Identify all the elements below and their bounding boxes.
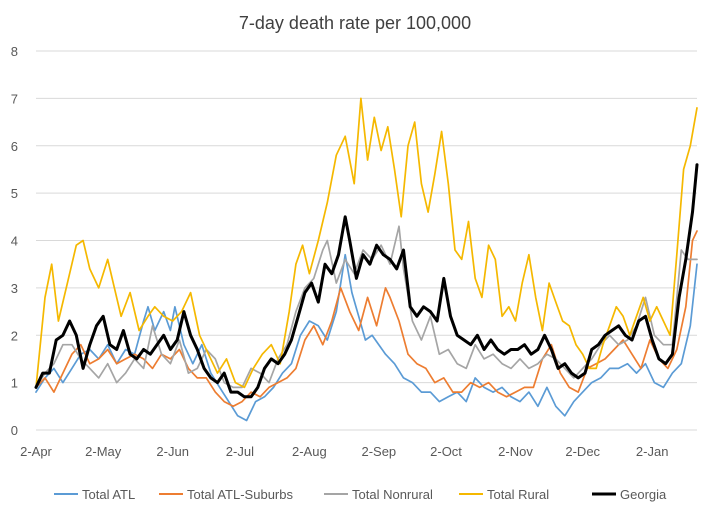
- x-tick-label: 2-Sep: [361, 444, 396, 459]
- series-lines: [34, 97, 699, 422]
- y-tick-label: 8: [11, 44, 18, 59]
- x-tick-label: 2-Dec: [565, 444, 600, 459]
- series-line-total-rural: [35, 97, 698, 389]
- x-tick-label: 2-Jun: [156, 444, 189, 459]
- legend-label-georgia: Georgia: [620, 487, 667, 502]
- y-tick-label: 4: [11, 234, 18, 249]
- legend-label-total-rural: Total Rural: [487, 487, 549, 502]
- chart-title: 7-day death rate per 100,000: [239, 13, 471, 33]
- y-tick-label: 7: [11, 91, 18, 106]
- y-tick-label: 1: [11, 376, 18, 391]
- x-tick-label: 2-Jan: [636, 444, 669, 459]
- legend: Total ATL Total ATL-Suburbs Total Nonrural…: [54, 487, 667, 502]
- x-tick-label: 2-Nov: [498, 444, 533, 459]
- series-line-total-atl: [35, 253, 698, 422]
- series-line-total-atl-suburbs: [35, 230, 698, 408]
- series-line-georgia: [34, 163, 699, 399]
- x-tick-label: 2-Jul: [226, 444, 254, 459]
- legend-label-total-atl: Total ATL: [82, 487, 135, 502]
- legend-label-total-nonrural: Total Nonrural: [352, 487, 433, 502]
- x-tick-label: 2-Oct: [430, 444, 462, 459]
- y-tick-label: 2: [11, 328, 18, 343]
- y-tick-label: 5: [11, 186, 18, 201]
- x-tick-label: 2-Aug: [292, 444, 327, 459]
- legend-label-total-atl-suburbs: Total ATL-Suburbs: [187, 487, 293, 502]
- y-tick-label: 6: [11, 139, 18, 154]
- y-axis-ticks: 0 1 2 3 4 5 6 7 8: [11, 44, 18, 438]
- y-tick-label: 0: [11, 423, 18, 438]
- x-tick-label: 2-Apr: [20, 444, 52, 459]
- grid-lines: [36, 50, 697, 431]
- y-tick-label: 3: [11, 281, 18, 296]
- x-tick-label: 2-May: [85, 444, 122, 459]
- x-axis-ticks: 2-Apr 2-May 2-Jun 2-Jul 2-Aug 2-Sep 2-Oct 2-Nov…: [20, 444, 668, 459]
